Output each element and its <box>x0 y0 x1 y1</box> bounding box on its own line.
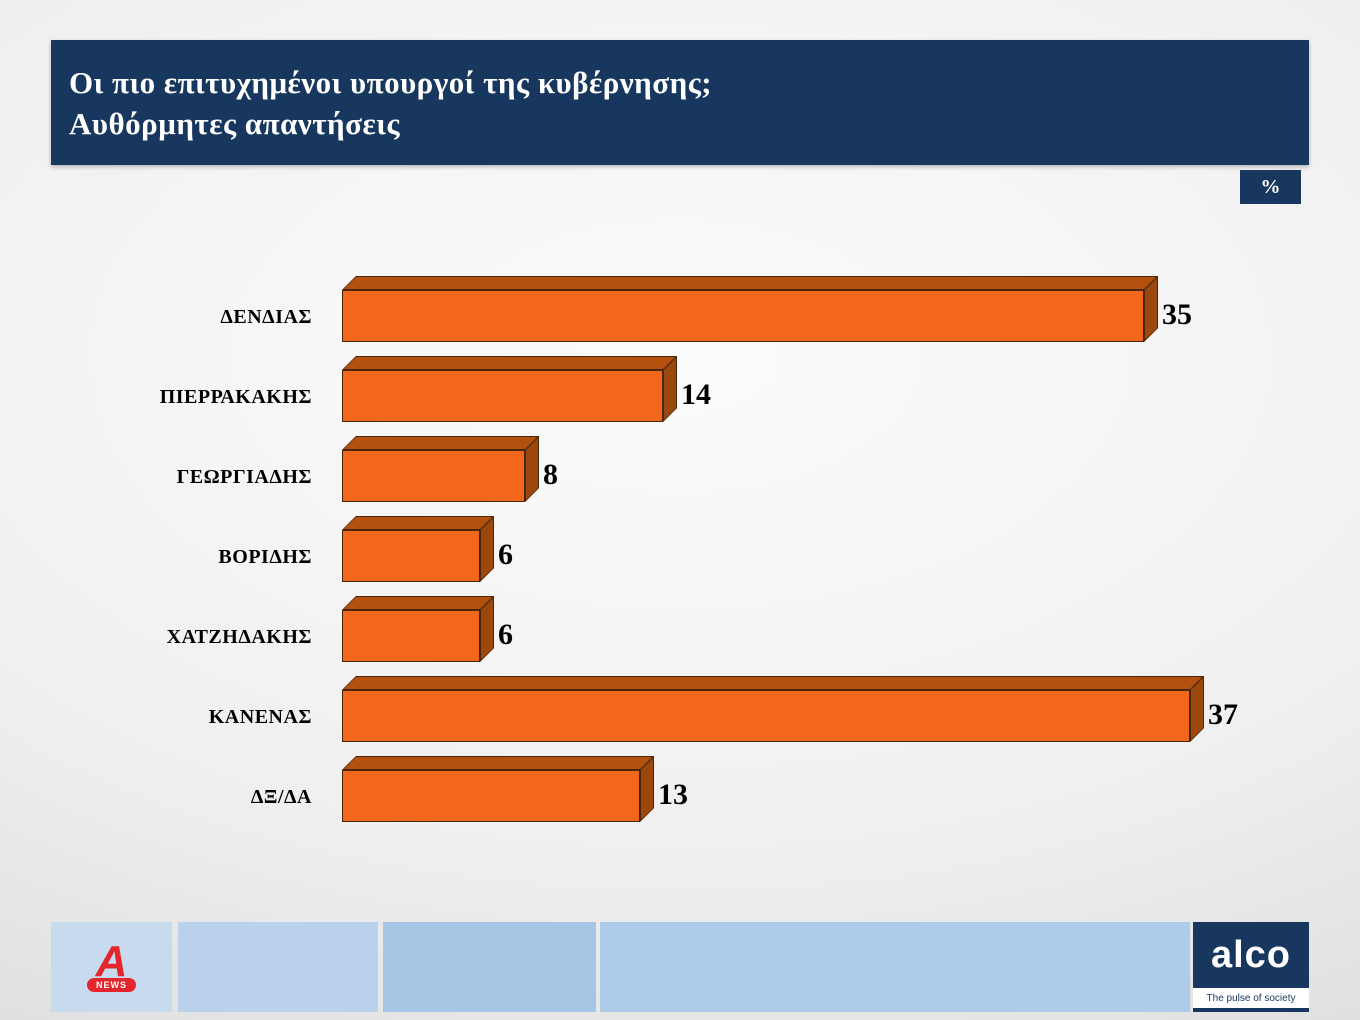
bar-front-face <box>342 690 1190 742</box>
footer-band-3 <box>600 922 1190 1012</box>
bar <box>342 756 654 822</box>
category-label: ΒΟΡΙΔΗΣ <box>218 546 312 568</box>
bar-top-face <box>342 436 539 450</box>
value-label: 14 <box>681 378 711 411</box>
bar-row: ΔΞ/ΔΑ 13 <box>0 756 1360 836</box>
bar-top-face <box>342 756 654 770</box>
chart-title-line2: Αυθόρμητες απαντήσεις <box>69 106 400 141</box>
bar-row: ΔΕΝΔΙΑΣ 35 <box>0 276 1360 356</box>
category-label: ΧΑΤΖΗΔΑΚΗΣ <box>166 626 312 648</box>
bar-top-face <box>342 676 1204 690</box>
category-label: ΓΕΩΡΓΙΑΔΗΣ <box>176 466 312 488</box>
bar-top-face <box>342 596 494 610</box>
alpha-news-label: NEWS <box>87 978 136 992</box>
bar-chart: ΔΕΝΔΙΑΣ 35 ΠΙΕΡΡΑΚΑΚΗΣ 14 ΓΕΩΡΓΙΑΔΗΣ 8 ΒΟΡΙΔΗΣ… <box>0 276 1360 916</box>
bar-top-face <box>342 356 677 370</box>
bar-row: ΠΙΕΡΡΑΚΑΚΗΣ 14 <box>0 356 1360 436</box>
category-label: ΠΙΕΡΡΑΚΑΚΗΣ <box>159 386 312 408</box>
bar-front-face <box>342 370 663 422</box>
category-label: ΚΑΝΕΝΑΣ <box>208 706 312 728</box>
chart-title-bar: Οι πιο επιτυχημένοι υπουργοί της κυβέρνη… <box>51 40 1309 165</box>
chart-title-line1: Οι πιο επιτυχημένοι υπουργοί της κυβέρνη… <box>69 65 713 100</box>
bar-row: ΒΟΡΙΔΗΣ 6 <box>0 516 1360 596</box>
footer-band-1 <box>178 922 378 1012</box>
bar <box>342 436 539 502</box>
bar-front-face <box>342 450 525 502</box>
bar <box>342 596 494 662</box>
bar-top-face <box>342 276 1158 290</box>
bar-top-face <box>342 516 494 530</box>
bar <box>342 356 677 422</box>
value-label: 13 <box>658 778 688 811</box>
bar <box>342 516 494 582</box>
alco-underline <box>1193 1008 1309 1012</box>
category-label: ΔΕΝΔΙΑΣ <box>220 306 312 328</box>
bar-row: ΓΕΩΡΓΙΑΔΗΣ 8 <box>0 436 1360 516</box>
category-label: ΔΞ/ΔΑ <box>250 786 312 808</box>
footer-alpha-news-logo: A NEWS <box>51 922 172 1012</box>
value-label: 6 <box>498 538 513 571</box>
value-label: 35 <box>1162 298 1192 331</box>
bar-front-face <box>342 530 480 582</box>
bar-row: ΚΑΝΕΝΑΣ 37 <box>0 676 1360 756</box>
value-label: 8 <box>543 458 558 491</box>
alpha-logo-icon: A <box>95 937 128 986</box>
bar-front-face <box>342 290 1144 342</box>
bar <box>342 676 1204 742</box>
value-label: 6 <box>498 618 513 651</box>
alco-logo: alco <box>1193 922 1309 988</box>
bar-front-face <box>342 770 640 822</box>
alco-tagline: The pulse of society <box>1193 988 1309 1008</box>
bar-front-face <box>342 610 480 662</box>
bar-row: ΧΑΤΖΗΔΑΚΗΣ 6 <box>0 596 1360 676</box>
value-label: 37 <box>1208 698 1238 731</box>
footer-band-2 <box>383 922 596 1012</box>
percent-unit-badge: % <box>1240 170 1301 204</box>
bar <box>342 276 1158 342</box>
alco-logo-text: alco <box>1210 934 1292 976</box>
